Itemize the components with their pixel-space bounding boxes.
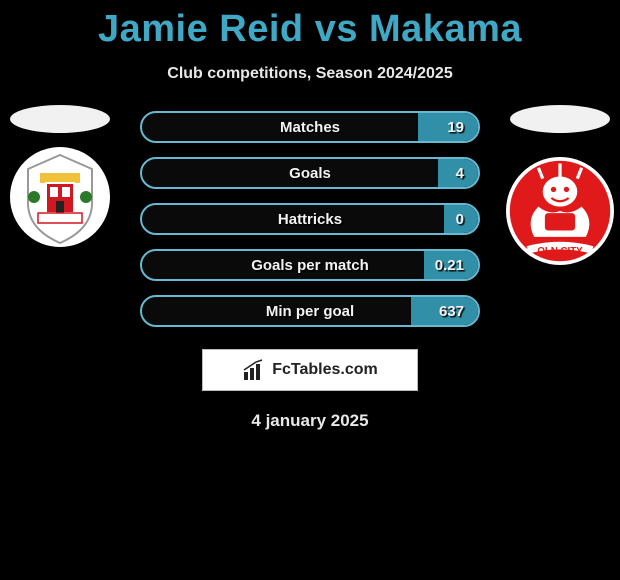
logo-text: FcTables.com — [272, 361, 378, 379]
stat-value: 0 — [456, 211, 464, 228]
right-team-column: OLN CITY — [500, 105, 620, 265]
stat-row-hattricks: Hattricks 0 — [140, 203, 480, 235]
stat-row-goals: Goals 4 — [140, 157, 480, 189]
stat-row-matches: Matches 19 — [140, 111, 480, 143]
right-oval-decoration — [510, 105, 610, 133]
left-team-column — [0, 105, 120, 247]
stat-value: 0.21 — [435, 257, 464, 274]
lincoln-crest-icon: OLN CITY — [506, 157, 614, 265]
stat-label: Goals — [289, 165, 331, 182]
stat-value: 637 — [439, 303, 464, 320]
page-title: Jamie Reid vs Makama — [0, 0, 620, 51]
right-team-crest: OLN CITY — [506, 157, 614, 265]
subtitle: Club competitions, Season 2024/2025 — [0, 65, 620, 83]
fctables-logo[interactable]: FcTables.com — [202, 349, 418, 391]
stat-value: 4 — [456, 165, 464, 182]
stat-value: 19 — [447, 119, 464, 136]
stat-label: Hattricks — [278, 211, 342, 228]
left-team-crest — [10, 147, 110, 247]
stat-rows: Matches 19 Goals 4 Hattricks 0 Goals per… — [140, 111, 480, 327]
stat-row-mpg: Min per goal 637 — [140, 295, 480, 327]
stevenage-crest-icon — [10, 147, 110, 247]
stat-label: Min per goal — [266, 303, 354, 320]
svg-text:OLN CITY: OLN CITY — [537, 246, 583, 257]
stat-label: Matches — [280, 119, 340, 136]
left-oval-decoration — [10, 105, 110, 133]
stat-label: Goals per match — [251, 257, 369, 274]
bar-chart-icon — [242, 358, 266, 382]
stat-row-gpm: Goals per match 0.21 — [140, 249, 480, 281]
date-label: 4 january 2025 — [0, 411, 620, 431]
comparison-stage: OLN CITY Matches 19 Goals 4 Hattricks 0 … — [0, 111, 620, 431]
